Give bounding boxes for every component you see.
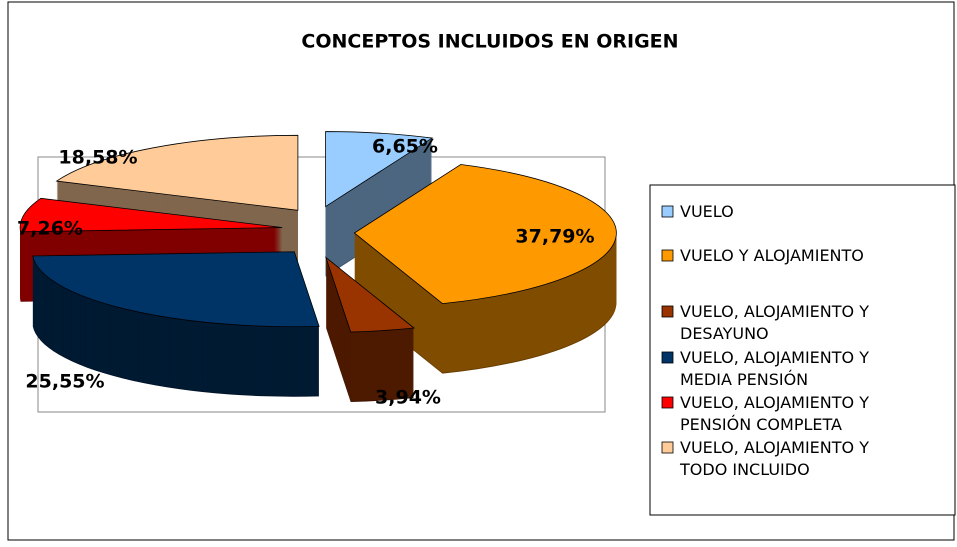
- legend-label: VUELO, ALOJAMIENTO Y MEDIA PENSIÓN: [680, 348, 869, 389]
- slice-top: [325, 131, 434, 208]
- legend-box: [649, 184, 956, 516]
- slice: [353, 164, 617, 374]
- slice-top: [55, 134, 299, 211]
- legend-swatch: [661, 249, 674, 262]
- slice-top: [32, 251, 320, 328]
- pie: [19, 131, 617, 403]
- legend-swatch: [661, 351, 674, 364]
- legend: VUELO VUELO Y ALOJAMIENTO VUELO, ALOJAMIEN…: [661, 202, 869, 479]
- legend-label: VUELO, ALOJAMIENTO Y PENSIÓN COMPLETA: [680, 393, 869, 434]
- legend-swatch: [661, 305, 674, 318]
- slice: [32, 251, 320, 397]
- slice-top: [353, 164, 617, 305]
- legend-swatch: [661, 205, 674, 218]
- slice: [325, 256, 416, 403]
- legend-swatch: [661, 396, 674, 409]
- data-label: 7,26%: [17, 218, 83, 240]
- legend-label: VUELO, ALOJAMIENTO Y TODO INCLUIDO: [679, 438, 869, 479]
- legend-label: VUELO, ALOJAMIENTO Y DESAYUNO: [680, 302, 869, 343]
- legend-swatch: [661, 441, 674, 454]
- data-label: 6,65%: [372, 136, 438, 158]
- slice-top: [325, 256, 416, 333]
- slice-top: [19, 197, 283, 233]
- data-label: 3,94%: [375, 387, 441, 409]
- data-label: 37,79%: [515, 226, 594, 248]
- chart-title: CONCEPTOS INCLUIDOS EN ORIGEN: [301, 31, 678, 53]
- data-label: 25,55%: [25, 371, 104, 393]
- legend-label: VUELO: [680, 202, 734, 221]
- data-label: 18,58%: [58, 147, 137, 169]
- legend-label: VUELO Y ALOJAMIENTO: [680, 246, 864, 265]
